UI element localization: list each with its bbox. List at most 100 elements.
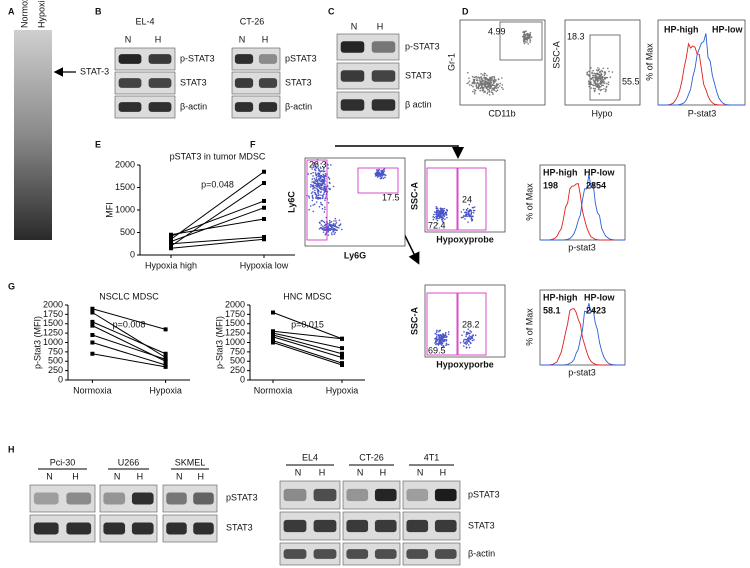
event-dot — [312, 164, 315, 167]
event-dot — [319, 194, 321, 196]
blot-band — [166, 522, 187, 535]
event-dot — [486, 83, 489, 85]
event-dot — [327, 230, 330, 233]
lane-label: Hypoxia — [36, 0, 46, 28]
blot-band — [313, 519, 337, 533]
event-dot — [330, 232, 333, 234]
event-dot — [311, 191, 314, 193]
event-dot — [441, 342, 444, 345]
event-dot — [460, 216, 463, 219]
event-dot — [328, 187, 330, 190]
event-dot — [603, 88, 605, 90]
event-dot — [438, 342, 441, 344]
label: U266 — [118, 457, 140, 467]
event-dot — [317, 190, 320, 193]
event-dot — [437, 338, 440, 340]
event-dot — [525, 30, 527, 33]
lane-label: Normoxia — [19, 0, 29, 28]
x-tick-label: Hypoxia — [149, 385, 182, 395]
event-dot — [320, 167, 322, 169]
event-dot — [315, 194, 318, 196]
event-dot — [314, 169, 317, 172]
event-dot — [468, 346, 471, 349]
label: 28.2 — [462, 319, 480, 329]
point — [340, 351, 344, 356]
event-dot — [317, 175, 319, 178]
event-dot — [483, 86, 485, 89]
series-line — [170, 171, 265, 240]
event-dot — [374, 173, 377, 175]
event-dot — [320, 179, 323, 181]
point — [169, 244, 173, 248]
event-dot — [320, 188, 323, 191]
event-dot — [593, 81, 596, 84]
event-dot — [477, 85, 480, 88]
event-dot — [491, 76, 494, 78]
event-dot — [476, 82, 478, 85]
event-dot — [319, 191, 322, 193]
gate — [457, 292, 487, 356]
event-dot — [467, 82, 470, 84]
event-dot — [493, 89, 496, 92]
event-dot — [329, 182, 331, 184]
label: 4.99 — [488, 26, 506, 36]
annotation: p=0.048 — [201, 179, 234, 189]
event-dot — [323, 175, 326, 178]
event-dot — [433, 213, 435, 216]
event-dot — [474, 89, 477, 92]
event-dot — [312, 171, 314, 174]
event-dot — [332, 223, 335, 226]
event-dot — [607, 83, 610, 86]
event-dot — [441, 220, 444, 223]
event-dot — [319, 197, 321, 200]
event-dot — [379, 175, 381, 178]
event-dot — [483, 74, 486, 77]
blot-band — [234, 78, 254, 88]
point — [90, 340, 95, 345]
event-dot — [311, 181, 313, 183]
event-dot — [605, 86, 608, 88]
event-dot — [378, 168, 380, 171]
event-dot — [374, 175, 377, 177]
event-dot — [600, 79, 603, 82]
event-dot — [316, 188, 319, 190]
point — [90, 319, 95, 324]
series-line — [272, 334, 343, 355]
event-dot — [315, 173, 317, 175]
event-dot — [468, 77, 470, 80]
event-dot — [435, 206, 438, 208]
blot — [231, 95, 281, 119]
event-dot — [321, 175, 324, 178]
event-dot — [462, 216, 464, 219]
panel-label: D — [462, 6, 469, 16]
event-dot — [317, 178, 320, 181]
event-dot — [435, 336, 438, 338]
event-dot — [471, 75, 474, 78]
label: 2423 — [586, 305, 606, 315]
event-dot — [321, 204, 324, 206]
event-dot — [316, 184, 319, 187]
blot-band — [340, 99, 365, 111]
y-tick-label: 750 — [230, 346, 245, 356]
event-dot — [473, 92, 476, 95]
y-tick-label: 1500 — [225, 318, 245, 328]
event-dot — [605, 82, 608, 85]
axis-label: % of Max — [644, 43, 654, 81]
event-dot — [595, 85, 597, 87]
event-dot — [480, 72, 482, 75]
event-dot — [483, 90, 486, 93]
annotation: p=0.008 — [113, 319, 146, 329]
event-dot — [315, 174, 318, 177]
label: CT-26 — [240, 16, 265, 26]
event-dot — [611, 71, 614, 73]
point — [262, 217, 266, 221]
y-tick-label: 750 — [48, 346, 63, 356]
event-dot — [487, 91, 489, 94]
event-dot — [604, 72, 607, 74]
label: STAT3 — [226, 522, 253, 532]
event-dot — [440, 337, 442, 340]
event-dot — [323, 228, 325, 230]
event-dot — [443, 214, 445, 217]
series-line — [92, 312, 166, 358]
event-dot — [481, 77, 483, 80]
